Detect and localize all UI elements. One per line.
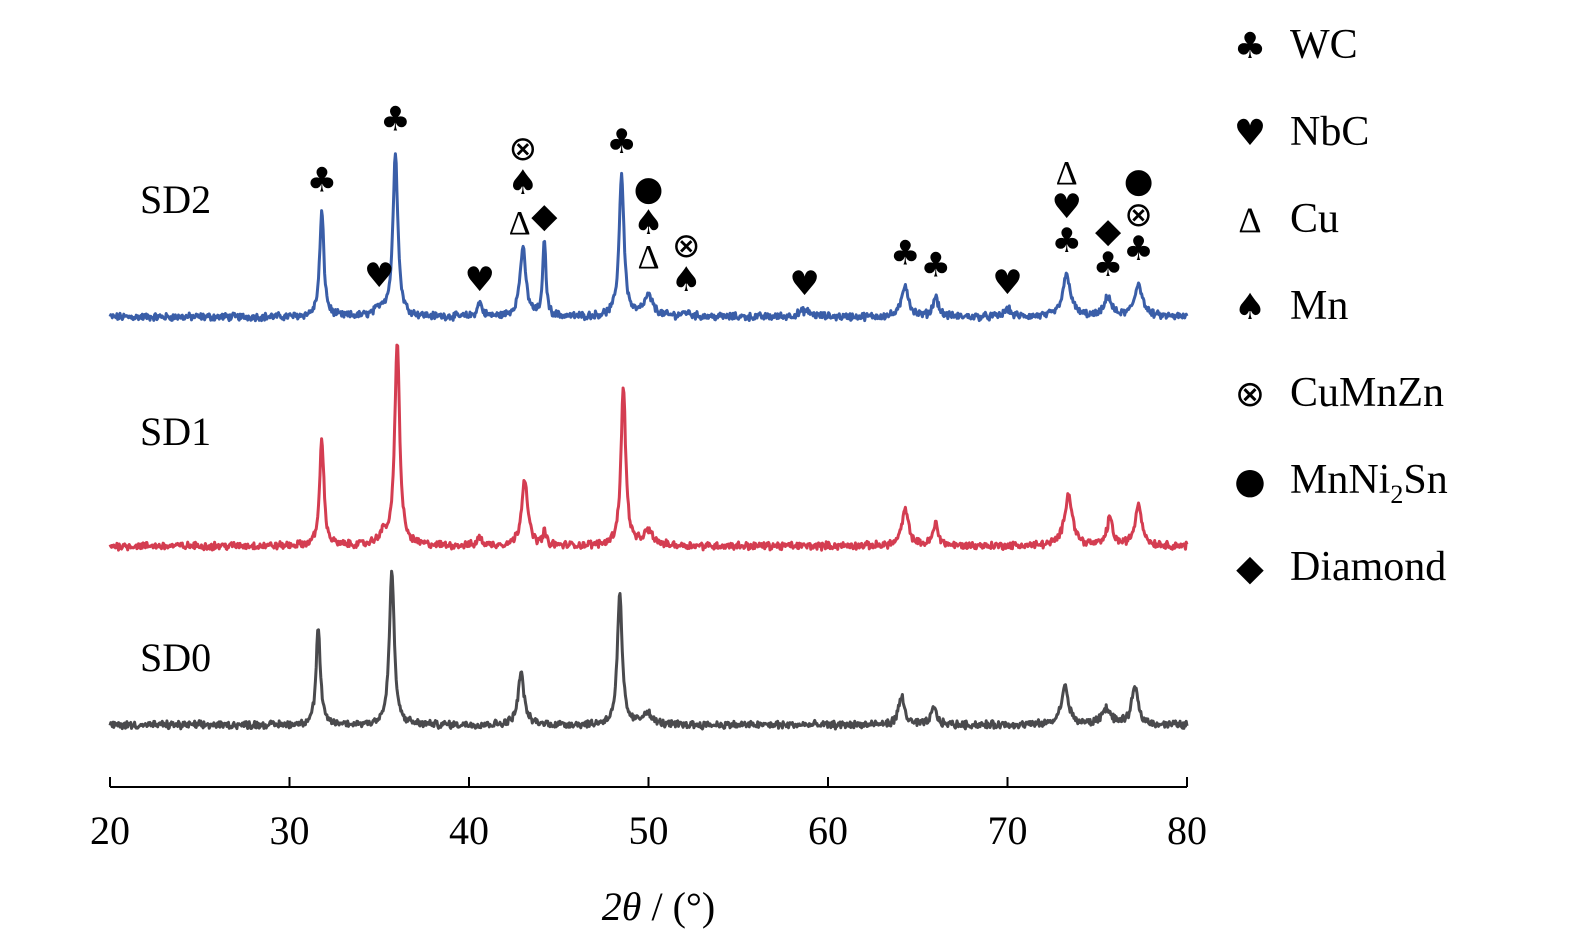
x-axis-label: 2θ / (°) xyxy=(602,884,715,929)
legend-label-text: Diamond xyxy=(1290,544,1446,590)
series-label-sd2: SD2 xyxy=(140,177,211,222)
legend-label: Diamond xyxy=(1290,544,1446,590)
legend-label: CuMnZn xyxy=(1290,370,1444,416)
peak-marker: ◆ xyxy=(531,196,558,236)
x-tick-label: 40 xyxy=(449,808,489,853)
legend-symbol: ♥ xyxy=(1234,113,1266,154)
peak-marker: ♥ xyxy=(992,263,1022,303)
peak-marker: ♥ xyxy=(465,260,495,300)
peak-marker: ⊗ xyxy=(1124,195,1153,235)
legend-label-text: Mn xyxy=(1290,283,1348,329)
legend-label-subscript: 2 xyxy=(1390,480,1403,509)
peak-marker: ● xyxy=(1124,161,1154,201)
peak-marker: ◆ xyxy=(1095,211,1122,251)
peak-marker: ♠ xyxy=(671,260,701,300)
x-tick-label: 20 xyxy=(90,808,130,853)
peak-marker: ♣ xyxy=(606,122,636,162)
legend-label: Mn xyxy=(1290,283,1348,329)
peak-marker: ⊗ xyxy=(509,129,538,169)
legend-symbol: ♣ xyxy=(1234,26,1266,67)
peak-marker: Δ xyxy=(1056,155,1078,192)
legend-label-text: Cu xyxy=(1290,196,1339,242)
peak-marker: ● xyxy=(634,169,664,209)
peak-marker: ♣ xyxy=(380,99,410,139)
x-tick-label: 30 xyxy=(270,808,310,853)
peak-marker: ⊗ xyxy=(672,226,701,266)
legend-symbol: ● xyxy=(1234,461,1265,502)
series-line-sd2 xyxy=(108,152,1189,323)
peak-marker: ♣ xyxy=(920,245,950,285)
peak-marker: ♥ xyxy=(789,264,819,304)
peak-marker: ♣ xyxy=(307,161,337,201)
peak-marker: ♥ xyxy=(1051,187,1081,227)
legend-symbol: ⊗ xyxy=(1235,374,1265,415)
x-tick-label: 50 xyxy=(629,808,669,853)
peak-marker: ♥ xyxy=(364,256,394,296)
legend-label: Cu xyxy=(1290,196,1339,242)
x-tick-label: 60 xyxy=(808,808,848,853)
x-axis-label-italic: 2θ xyxy=(602,884,642,929)
legend-label-text: CuMnZn xyxy=(1290,370,1444,416)
series-layer: SD2 SD1 SD0 xyxy=(108,152,1189,731)
peak-marker: ♠ xyxy=(633,203,663,243)
legend-label-tail: Sn xyxy=(1403,457,1447,503)
legend-label-text: NbC xyxy=(1290,109,1369,155)
series-label-sd0: SD0 xyxy=(140,635,211,680)
peak-marker: ♣ xyxy=(890,234,920,274)
legend: ♣ WC ♥ NbC Δ Cu ♠ Mn ⊗ CuMnZn ● MnNi2Sn ◆ Diamond xyxy=(1234,22,1448,590)
x-axis: 20 30 40 50 60 70 80 xyxy=(90,777,1207,853)
legend-symbol: ◆ xyxy=(1236,548,1264,589)
peak-marker: ♣ xyxy=(1093,245,1123,285)
series-label-sd1: SD1 xyxy=(140,409,211,454)
peak-marker: Δ xyxy=(509,205,531,242)
x-axis-label-unit: / (°) xyxy=(641,884,715,929)
peak-marker: Δ xyxy=(638,239,660,276)
annotation-layer: ♣♥♣♥⊗♠Δ ◆♣●♠Δ ⊗♠ ♥♣ ♣ ♥Δ♥♣ ◆♣●⊗♣ xyxy=(307,99,1154,304)
peak-marker: ♠ xyxy=(508,163,538,203)
legend-label-text: WC xyxy=(1290,22,1358,68)
legend-label: WC xyxy=(1290,22,1358,68)
series-line-sd1 xyxy=(108,343,1189,552)
legend-label: MnNi2Sn xyxy=(1290,457,1448,509)
x-tick-label: 70 xyxy=(988,808,1028,853)
legend-label-text: MnNi xyxy=(1290,457,1390,503)
x-tick-label: 80 xyxy=(1167,808,1207,853)
legend-symbol: ♠ xyxy=(1234,287,1266,328)
peak-marker: ♣ xyxy=(1123,229,1153,269)
legend-symbol: Δ xyxy=(1238,200,1261,240)
legend-label: NbC xyxy=(1290,109,1369,155)
peak-marker: ♣ xyxy=(1051,221,1081,261)
series-line-sd0 xyxy=(108,569,1189,731)
